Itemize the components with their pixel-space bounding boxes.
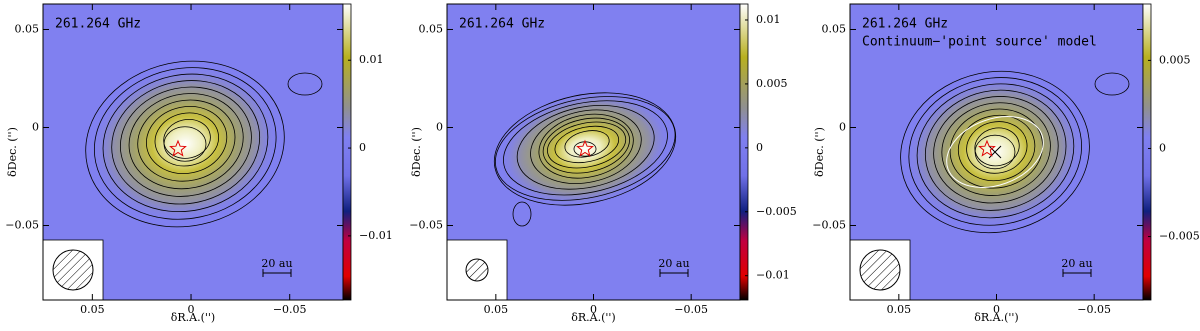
- colorbar-tick-label: 0: [359, 141, 366, 154]
- y-tick-label: 0.05: [419, 22, 444, 35]
- x-tick-label: 0: [590, 303, 597, 316]
- model-center: [988, 145, 1002, 159]
- y-tick-label: −0.05: [409, 219, 443, 232]
- contour: [538, 113, 634, 179]
- scale-bar: [1062, 269, 1092, 277]
- y-axis-label: δDec. (''): [6, 127, 19, 177]
- colorbar: [739, 3, 749, 301]
- colorbar: [342, 3, 352, 301]
- contour: [933, 96, 1059, 204]
- emission: [90, 65, 280, 223]
- contour: [154, 112, 219, 167]
- model-contour: [946, 116, 1044, 188]
- contour: [494, 96, 676, 201]
- contour: [119, 86, 252, 197]
- y-tick-label: 0: [436, 120, 443, 133]
- scale-bar: [659, 269, 689, 277]
- contour: [287, 72, 323, 96]
- contour: [564, 130, 610, 158]
- y-tick-label: 0.05: [822, 22, 847, 35]
- contour: [493, 92, 677, 206]
- y-tick-label: −0.05: [812, 219, 846, 232]
- x-axis-label: δR.A.(''): [171, 311, 215, 324]
- panel: 20 au 0.05 0 −0.05 −0.05 0 0.05 δR.A.('') δDec. …: [409, 3, 797, 324]
- contour: [924, 89, 1067, 211]
- contour: [916, 83, 1075, 219]
- colorbar-tick-label: 0.005: [1159, 53, 1191, 66]
- contour: [512, 201, 532, 227]
- y-tick-label: −0.05: [5, 219, 39, 232]
- contour: [102, 73, 269, 213]
- colorbar-tick-label: 0.01: [359, 53, 384, 66]
- contour: [137, 99, 236, 182]
- x-axis-label: δR.A.(''): [974, 311, 1018, 324]
- contour: [1094, 72, 1130, 96]
- colorbar-tick-label: −0.005: [1159, 230, 1200, 243]
- x-tick-label: −0.05: [674, 303, 708, 316]
- contour: [949, 108, 1044, 189]
- x-tick-label: 0.05: [80, 303, 105, 316]
- colorbar-tick-label: 0.005: [756, 77, 788, 90]
- contour: [974, 134, 1016, 170]
- contour: [900, 70, 1090, 234]
- x-tick-label: 0.05: [887, 303, 912, 316]
- colorbar-tick-label: 0: [756, 141, 763, 154]
- x-tick-label: 0: [188, 303, 195, 316]
- x-tick-label: 0.05: [484, 303, 509, 316]
- colorbar-tick-label: −0.01: [359, 229, 393, 242]
- x-tick-label: −0.05: [273, 303, 307, 316]
- contour: [85, 60, 285, 228]
- y-axis-label: δDec. (''): [410, 127, 423, 177]
- y-tick-label: 0.05: [15, 22, 40, 35]
- scale-label: 20 au: [658, 257, 689, 270]
- contour: [111, 80, 261, 205]
- beam: [859, 249, 901, 291]
- colorbar-tick-label: −0.01: [756, 269, 790, 282]
- star-marker: [169, 139, 187, 157]
- contour: [163, 126, 207, 162]
- contour: [957, 114, 1036, 182]
- beam: [465, 258, 489, 282]
- y-tick-label: 0: [32, 120, 39, 133]
- contour: [128, 93, 244, 190]
- panel: 20 au 0.05 0 −0.05 −0.05 0 0.05 δR.A.('') δDec. …: [5, 3, 393, 324]
- colorbar-tick-label: 0: [1159, 141, 1166, 154]
- contour: [547, 121, 627, 169]
- scale-bar: [262, 269, 292, 277]
- x-axis-label: δR.A.(''): [571, 311, 615, 324]
- colorbar-tick-label: 0.01: [756, 13, 781, 26]
- beam: [52, 249, 94, 291]
- panel-subtitle: Continuum−'point source' model: [862, 35, 1097, 50]
- y-tick-label: 0: [839, 120, 846, 133]
- contour: [554, 125, 620, 164]
- star-marker: [978, 139, 996, 157]
- star-marker: [576, 139, 594, 157]
- contour: [530, 109, 642, 184]
- x-tick-label: 0: [993, 303, 1000, 316]
- colorbar: [1142, 3, 1152, 301]
- contour: [503, 100, 668, 196]
- contour: [542, 117, 630, 174]
- scale-label: 20 au: [261, 257, 292, 270]
- contour: [93, 67, 277, 220]
- contour: [516, 104, 655, 190]
- emission: [498, 90, 672, 208]
- panel-title: 261.264 GHz: [862, 17, 948, 32]
- contour: [966, 121, 1028, 174]
- panel: 20 au 0.05 0 −0.05 −0.05 0 0.05 δR.A.('') δDec. …: [812, 3, 1200, 324]
- contour: [941, 102, 1051, 196]
- y-axis-label: δDec. (''): [813, 127, 826, 177]
- scale-label: 20 au: [1061, 257, 1092, 270]
- colorbar-tick-label: −0.005: [756, 205, 797, 218]
- contour: [145, 106, 228, 174]
- panel-title: 261.264 GHz: [55, 17, 141, 32]
- panel-title: 261.264 GHz: [459, 17, 545, 32]
- contour: [908, 77, 1083, 226]
- x-tick-label: −0.05: [1077, 303, 1111, 316]
